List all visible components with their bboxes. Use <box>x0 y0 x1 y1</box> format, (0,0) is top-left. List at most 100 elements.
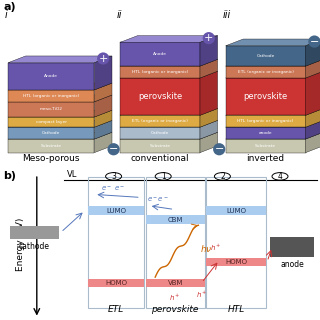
Text: meso-TiO2: meso-TiO2 <box>40 108 63 111</box>
Polygon shape <box>120 120 218 127</box>
Polygon shape <box>8 110 112 117</box>
Text: Meso-porous: Meso-porous <box>22 154 80 163</box>
Polygon shape <box>8 120 112 127</box>
Text: Anode: Anode <box>44 74 58 78</box>
Text: −: − <box>109 144 118 154</box>
Text: $h\nu$: $h\nu$ <box>200 243 212 254</box>
Text: $h^+$: $h^+$ <box>210 242 222 253</box>
Text: LUMO: LUMO <box>106 208 126 213</box>
Polygon shape <box>226 66 306 78</box>
Text: HOMO: HOMO <box>105 280 127 286</box>
Text: perovskite: perovskite <box>138 92 182 101</box>
Text: VL: VL <box>67 170 77 179</box>
Text: HTL (organic or inorganic): HTL (organic or inorganic) <box>23 94 79 98</box>
Polygon shape <box>120 36 218 42</box>
Polygon shape <box>226 39 320 46</box>
Polygon shape <box>8 56 112 63</box>
Polygon shape <box>226 120 320 127</box>
Polygon shape <box>120 60 218 66</box>
Polygon shape <box>8 83 112 90</box>
Polygon shape <box>306 60 320 78</box>
Polygon shape <box>120 66 200 78</box>
Text: ETL (organic or inorganic): ETL (organic or inorganic) <box>238 70 293 74</box>
Polygon shape <box>120 108 218 115</box>
Polygon shape <box>8 102 94 117</box>
Polygon shape <box>226 115 306 127</box>
Text: +: + <box>99 53 108 63</box>
Text: compact layer: compact layer <box>36 120 67 124</box>
Bar <box>146 215 205 224</box>
Text: CBM: CBM <box>167 217 183 223</box>
Text: iii: iii <box>222 10 231 20</box>
Text: a): a) <box>3 2 16 12</box>
Polygon shape <box>8 139 94 153</box>
Polygon shape <box>226 132 320 139</box>
Text: Cathode: Cathode <box>151 131 169 135</box>
Text: ETL (organic or inorganic): ETL (organic or inorganic) <box>132 119 188 123</box>
Text: b): b) <box>3 171 16 181</box>
Text: Cathode: Cathode <box>42 131 60 135</box>
Polygon shape <box>226 71 320 78</box>
Text: inverted: inverted <box>246 154 285 163</box>
Text: 2: 2 <box>220 172 225 181</box>
Bar <box>206 177 266 308</box>
Text: Energy (eV): Energy (eV) <box>16 218 25 271</box>
Polygon shape <box>8 90 94 102</box>
Text: Substrate: Substrate <box>41 144 62 148</box>
Polygon shape <box>200 120 218 139</box>
Polygon shape <box>94 95 112 117</box>
Text: ETL: ETL <box>108 305 124 314</box>
Polygon shape <box>120 127 200 139</box>
Polygon shape <box>8 132 112 139</box>
Text: conventional: conventional <box>131 154 189 163</box>
Text: 4: 4 <box>277 172 283 181</box>
Text: $e^-$ $e^-$: $e^-$ $e^-$ <box>101 184 125 193</box>
Polygon shape <box>200 36 218 66</box>
Text: perovskite: perovskite <box>244 92 288 101</box>
Polygon shape <box>200 71 218 115</box>
Text: anode: anode <box>280 260 304 269</box>
Polygon shape <box>94 120 112 139</box>
Polygon shape <box>226 127 306 139</box>
Text: 1: 1 <box>161 172 165 181</box>
Text: HTL (organic or inorganic): HTL (organic or inorganic) <box>237 119 294 123</box>
Polygon shape <box>120 78 200 115</box>
Polygon shape <box>200 108 218 127</box>
Text: cathode: cathode <box>19 242 50 251</box>
Text: −: − <box>214 144 224 154</box>
Polygon shape <box>226 139 306 153</box>
Polygon shape <box>120 115 200 127</box>
Text: +: + <box>204 33 213 43</box>
Polygon shape <box>306 120 320 139</box>
Polygon shape <box>8 95 112 102</box>
Text: HOMO: HOMO <box>225 259 247 265</box>
Bar <box>206 206 266 215</box>
Bar <box>206 258 266 266</box>
Text: Cathode: Cathode <box>256 54 275 58</box>
Polygon shape <box>226 60 320 66</box>
Text: 3: 3 <box>111 172 116 181</box>
Bar <box>10 226 59 239</box>
Polygon shape <box>8 63 94 90</box>
Bar <box>88 279 144 287</box>
Bar <box>146 177 205 308</box>
Polygon shape <box>306 39 320 66</box>
Text: VBM: VBM <box>167 280 183 286</box>
Text: perovskite: perovskite <box>151 305 199 314</box>
Bar <box>146 279 205 287</box>
Polygon shape <box>120 71 218 78</box>
Text: Substrate: Substrate <box>149 144 171 148</box>
Bar <box>88 206 144 215</box>
Polygon shape <box>120 139 200 153</box>
Text: ii: ii <box>117 10 122 20</box>
Polygon shape <box>8 117 94 127</box>
Polygon shape <box>94 56 112 90</box>
Bar <box>88 177 144 308</box>
Polygon shape <box>226 108 320 115</box>
Polygon shape <box>120 132 218 139</box>
Text: Substrate: Substrate <box>255 144 276 148</box>
Polygon shape <box>306 108 320 127</box>
Polygon shape <box>306 71 320 115</box>
Text: $e^-$$e^-$: $e^-$$e^-$ <box>148 195 169 204</box>
Polygon shape <box>226 78 306 115</box>
